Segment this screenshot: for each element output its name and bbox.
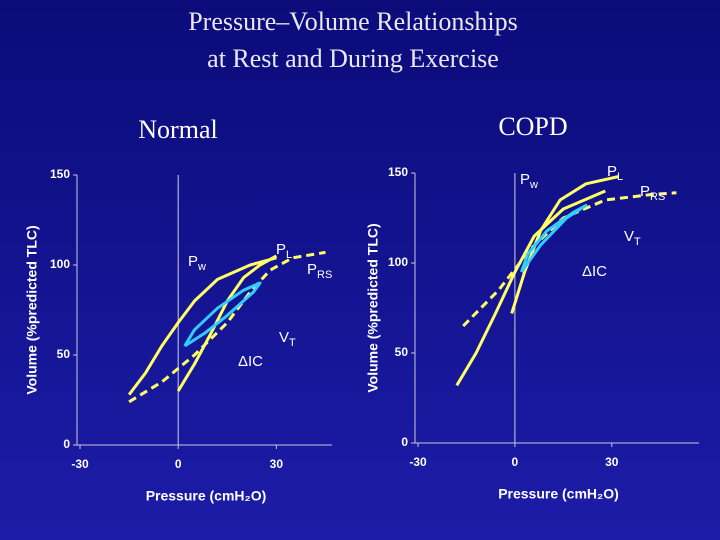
curve xyxy=(519,203,588,273)
chart-title: COPD xyxy=(498,112,567,141)
y-tick-label: 50 xyxy=(395,345,409,359)
slide-title: Pressure–Volume Relationships xyxy=(188,7,518,36)
curve xyxy=(510,175,619,314)
annotation: ΔIC xyxy=(238,353,263,370)
annotation-sub: T xyxy=(289,337,296,349)
y-tick-label: 100 xyxy=(50,257,70,271)
annotation-main: V xyxy=(279,329,289,346)
annotation-main: P xyxy=(188,253,198,270)
annotation-main: P xyxy=(607,163,617,180)
annotation-sub: RS xyxy=(650,191,665,203)
y-tick-label: 0 xyxy=(401,435,408,449)
y-axis-label: Volume (%predicted TLC) xyxy=(365,223,381,392)
annotation-sub: w xyxy=(197,261,206,273)
x-tick-label: 0 xyxy=(512,455,519,469)
annotation-main: P xyxy=(520,171,530,188)
x-axis-label: Pressure (cmH₂O) xyxy=(146,488,267,504)
annotation: PL xyxy=(276,241,292,261)
y-axis-label: Volume (%predicted TLC) xyxy=(24,225,40,394)
annotation-main: P xyxy=(640,183,650,200)
annotation-sub: L xyxy=(617,171,623,183)
curve xyxy=(128,250,326,404)
annotation: VT xyxy=(624,228,641,248)
x-tick-label: -30 xyxy=(409,455,427,469)
annotation-main: P xyxy=(307,261,317,278)
annotation-sub: RS xyxy=(317,269,332,281)
slide-title: at Rest and During Exercise xyxy=(207,44,499,73)
annotation: ΔIC xyxy=(582,263,607,280)
annotation: PRS xyxy=(307,261,332,281)
annotation-main: ΔIC xyxy=(238,353,263,370)
y-tick-label: 150 xyxy=(50,167,70,181)
x-tick-label: 0 xyxy=(175,457,182,471)
curve xyxy=(127,256,277,396)
curve xyxy=(183,281,262,348)
x-tick-label: 30 xyxy=(270,457,284,471)
annotation: Pw xyxy=(188,253,206,273)
y-tick-label: 150 xyxy=(388,165,408,179)
curve xyxy=(455,189,606,387)
annotation-sub: T xyxy=(634,236,641,248)
annotation-main: V xyxy=(624,228,634,245)
x-tick-label: -30 xyxy=(71,457,89,471)
annotation-main: ΔIC xyxy=(582,263,607,280)
annotation: Pw xyxy=(520,171,538,191)
annotation-sub: L xyxy=(286,249,292,261)
annotation: VT xyxy=(279,329,296,349)
annotation-main: P xyxy=(276,241,286,258)
annotation: PRS xyxy=(640,183,665,203)
x-axis-label: Pressure (cmH₂O) xyxy=(498,486,619,502)
chart-title: Normal xyxy=(138,115,217,144)
annotation: PL xyxy=(607,163,623,183)
y-tick-label: 50 xyxy=(57,347,71,361)
annotation-sub: w xyxy=(529,179,538,191)
y-tick-label: 0 xyxy=(63,437,70,451)
y-tick-label: 100 xyxy=(388,255,408,269)
x-tick-label: 30 xyxy=(605,455,619,469)
